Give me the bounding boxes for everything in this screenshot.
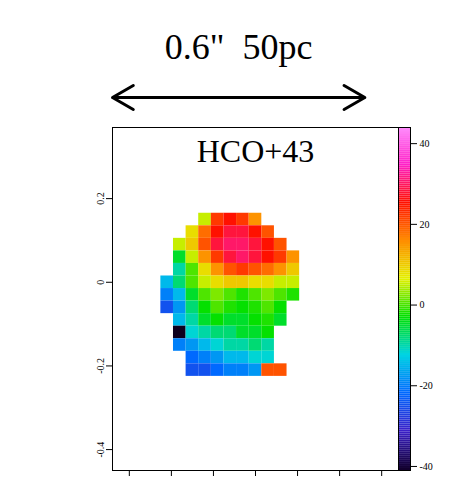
svg-text:40: 40 bbox=[420, 138, 430, 149]
svg-text:0: 0 bbox=[95, 280, 106, 285]
svg-text:20: 20 bbox=[420, 219, 430, 230]
svg-text:HCO+43: HCO+43 bbox=[197, 133, 315, 169]
svg-text:0.2: 0.2 bbox=[95, 192, 106, 205]
svg-text:-20: -20 bbox=[420, 380, 433, 391]
svg-text:0.6" 50pc: 0.6" 50pc bbox=[165, 27, 313, 67]
svg-text:-0.4: -0.4 bbox=[95, 442, 106, 458]
svg-text:-40: -40 bbox=[420, 461, 433, 472]
svg-text:0: 0 bbox=[420, 299, 425, 310]
svg-text:-0.2: -0.2 bbox=[95, 358, 106, 374]
